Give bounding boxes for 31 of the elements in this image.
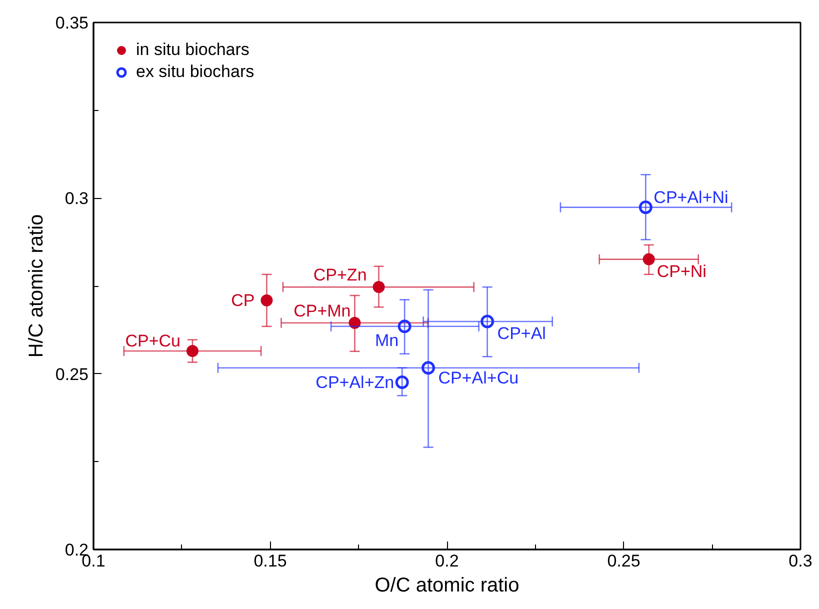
annotation: CP+Zn bbox=[313, 266, 367, 285]
point bbox=[186, 345, 198, 357]
point bbox=[348, 316, 361, 329]
x-axis-title: O/C atomic ratio bbox=[374, 574, 520, 596]
annotation: CP+Ni bbox=[656, 262, 706, 281]
point bbox=[398, 320, 412, 334]
point bbox=[372, 281, 385, 294]
y-tick-label: 0.3 bbox=[64, 189, 89, 208]
annotation: CP+Al bbox=[497, 324, 546, 343]
x-tick-label: 0.15 bbox=[254, 552, 287, 570]
annotation: CP+Al+Zn bbox=[316, 372, 394, 392]
annotation: CP+Al+Ni bbox=[654, 188, 728, 207]
point bbox=[638, 200, 652, 214]
annotation: CP+Cu bbox=[125, 331, 180, 350]
point bbox=[260, 294, 273, 306]
y-tick-label: 0.35 bbox=[55, 14, 89, 32]
x-tick-label: 0.3 bbox=[788, 552, 812, 570]
y-axis-title: H/C atomic ratio bbox=[25, 214, 48, 358]
annotation: CP+Al+Cu bbox=[438, 368, 519, 388]
point bbox=[642, 253, 655, 266]
x-tick-label: 0.25 bbox=[607, 552, 640, 570]
legend-label: in situ biochars bbox=[136, 40, 250, 60]
point bbox=[395, 376, 409, 390]
annotation: CP bbox=[231, 290, 255, 310]
x-tick-label: 0.2 bbox=[435, 552, 459, 570]
point bbox=[480, 314, 494, 328]
point bbox=[422, 361, 436, 375]
legend-label: ex situ biochars bbox=[136, 62, 254, 82]
annotation: CP+Mn bbox=[294, 301, 351, 320]
y-tick-label: 0.25 bbox=[55, 364, 89, 384]
annotation: Mn bbox=[374, 330, 399, 350]
